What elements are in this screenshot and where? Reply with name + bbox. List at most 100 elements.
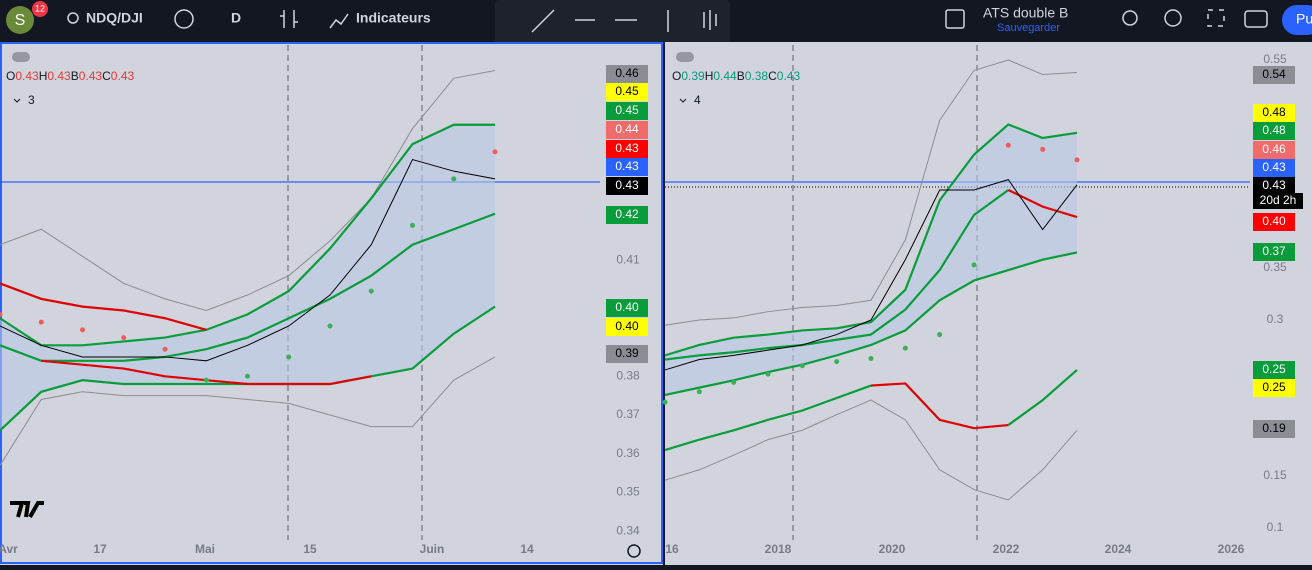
price-tag <box>606 140 648 158</box>
price-tag <box>606 83 648 101</box>
band-b <box>0 212 496 362</box>
sar-bear <box>1005 142 1011 148</box>
save[interactable]: Sauvegarder <box>997 22 1060 34</box>
sar-bear <box>121 335 127 341</box>
x-tick-label: Avr <box>0 542 18 556</box>
price-tag <box>1253 177 1295 195</box>
legend-c: C <box>768 69 777 83</box>
price-tag-label: 0.54 <box>1262 67 1286 81</box>
x-tick-label: 14 <box>520 542 534 556</box>
band-b <box>664 189 1009 361</box>
x-tick-label: 17 <box>93 542 107 556</box>
fullscreen-icon[interactable] <box>1207 9 1225 27</box>
legend-c: C <box>102 69 111 83</box>
indicator-count: 3 <box>28 93 35 107</box>
y-tick-label: 0.1 <box>1267 520 1284 534</box>
price <box>0 158 496 362</box>
indicators[interactable]: Indicateurs <box>356 10 431 26</box>
settings-gear[interactable] <box>627 544 641 558</box>
price-tag <box>1253 141 1295 159</box>
collapse-left[interactable] <box>12 52 30 62</box>
sar-bear <box>1074 157 1080 163</box>
pane-right[interactable] <box>665 42 1312 565</box>
band-d <box>664 369 1078 452</box>
y-tick-label: 0.38 <box>616 368 640 382</box>
price-tag <box>606 177 648 195</box>
price-tag-label: 0.40 <box>1262 214 1286 228</box>
price-tag-label: 0.25 <box>1262 362 1286 376</box>
price-tag <box>606 345 648 363</box>
sar-bull <box>902 345 908 351</box>
bar-style[interactable] <box>280 10 298 28</box>
red-upper <box>0 282 207 331</box>
indicator-icon[interactable] <box>329 13 349 29</box>
band-a <box>0 123 495 347</box>
price-tag-label: 0.44 <box>615 122 639 136</box>
alert-icon[interactable] <box>1122 10 1138 26</box>
gray-upper <box>664 59 1078 326</box>
price-tag-label: 0.46 <box>1262 142 1286 156</box>
price-tag <box>1253 361 1295 379</box>
countdown: 20d 2h <box>1260 193 1297 207</box>
x-tick-label: 2020 <box>879 542 906 556</box>
avatar-letter: S <box>15 12 26 29</box>
layout-name[interactable]: ATS double B <box>983 5 1068 21</box>
y-tick-label: 0.35 <box>616 485 640 499</box>
publish-button[interactable] <box>1282 5 1312 35</box>
price-tag <box>606 158 648 176</box>
price-tag <box>606 65 648 83</box>
price-tag <box>606 299 648 317</box>
interval[interactable]: D <box>231 10 241 26</box>
legend-h-value: 0.43 <box>47 69 71 83</box>
layout-icon[interactable] <box>945 9 965 29</box>
snapshot-icon[interactable] <box>1244 10 1268 28</box>
collapse-right[interactable] <box>676 52 694 62</box>
sar-bear <box>80 327 85 333</box>
x-tick-label: Mai <box>195 542 215 556</box>
sar-bull <box>971 262 977 268</box>
price-tag-label: 0.37 <box>1262 244 1286 258</box>
band-fill <box>0 124 495 431</box>
legend-o: O <box>672 69 681 83</box>
gray-lower <box>0 356 496 466</box>
add-symbol[interactable] <box>174 9 194 29</box>
y-tick-label: 0.15 <box>1263 468 1287 482</box>
red-lower <box>870 382 1009 430</box>
symbol[interactable]: NDQ/DJI <box>86 10 143 26</box>
y-tick-label: 0.3 <box>1267 312 1284 326</box>
y-tick-label: 0.35 <box>1263 260 1287 274</box>
sar-bull <box>799 363 805 369</box>
gray-upper <box>0 70 496 312</box>
legend-c-value: 0.43 <box>777 69 801 83</box>
legend-h: H <box>705 69 714 83</box>
sar-bull <box>410 222 415 228</box>
sar-bull <box>203 377 209 383</box>
x-tick-label: 16 <box>665 542 679 556</box>
chevron <box>679 98 687 103</box>
badge <box>32 1 48 17</box>
chevron <box>13 98 21 103</box>
x-tick-label: 2018 <box>765 542 792 556</box>
indicator-count: 4 <box>694 93 701 107</box>
drawing-tools[interactable] <box>531 9 717 33</box>
tv-logo <box>10 501 44 518</box>
price-tag <box>606 318 648 336</box>
price-tag <box>606 102 648 120</box>
price-tag <box>1253 243 1295 261</box>
sar-bull <box>696 389 702 395</box>
price-tag-label: 0.48 <box>1262 123 1286 137</box>
price-tag <box>1253 66 1295 84</box>
settings-icon[interactable] <box>1164 9 1182 27</box>
gray-lower <box>664 399 1078 501</box>
avatar[interactable] <box>6 6 34 34</box>
price-tag-label: 0.25 <box>1262 380 1286 394</box>
search-icon[interactable] <box>67 12 79 24</box>
y-tick-label: 0.55 <box>1263 52 1287 66</box>
sar-bull <box>731 379 737 385</box>
sar-bear <box>162 346 168 352</box>
price-tag <box>1253 159 1295 177</box>
sar-bull <box>286 354 292 360</box>
sar-bull <box>765 371 771 377</box>
legend-b-value: 0.38 <box>745 69 769 83</box>
